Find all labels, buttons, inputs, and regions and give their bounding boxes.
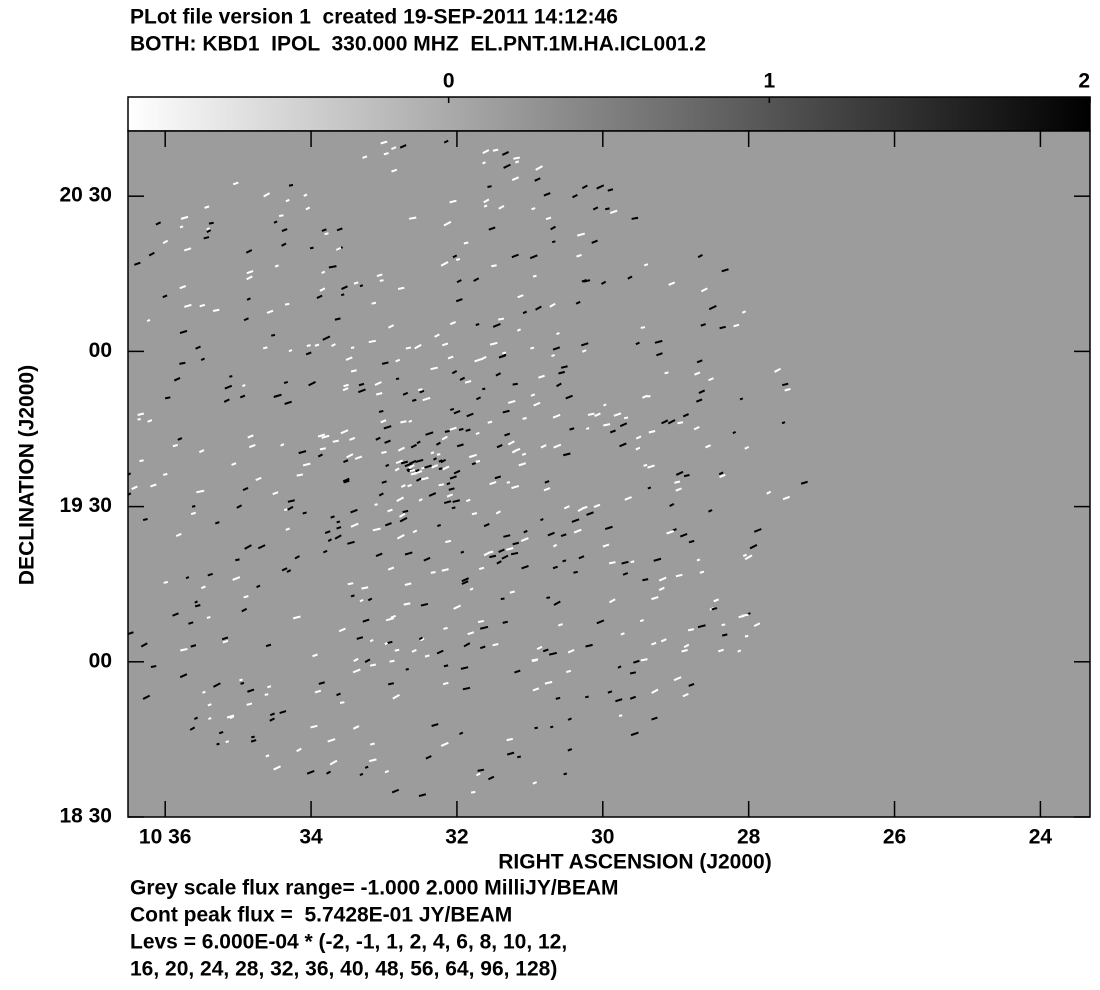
y-tick-label: 00: [89, 649, 112, 672]
x-tick-label: 32: [445, 826, 468, 849]
speckle: [46, 382, 50, 385]
chart: PLot file version 1 created 19-SEP-2011 …: [0, 0, 1100, 990]
speckle: [94, 528, 101, 533]
colorbar-tick-label: 2: [1078, 70, 1090, 93]
speckle: [61, 430, 67, 434]
x-tick-label: 24: [1029, 826, 1053, 849]
chart-title: PLot file version 1 created 19-SEP-2011 …: [130, 6, 618, 29]
y-tick-label: 20 30: [59, 184, 112, 207]
speckle: [67, 311, 75, 315]
y-tick-label: 00: [89, 339, 112, 362]
speckle: [52, 517, 56, 520]
colorbar: [128, 97, 1090, 131]
speckle: [93, 299, 100, 303]
speckle: [69, 313, 75, 318]
x-tick-label: 30: [591, 826, 614, 849]
note: Grey scale flux range= -1.000 2.000 Mill…: [130, 877, 619, 900]
speckle: [44, 397, 50, 401]
speckle: [78, 323, 84, 327]
speckle: [49, 519, 54, 523]
note: Cont peak flux = 5.7428E-01 JY/BEAM: [130, 904, 512, 927]
x-axis-label: RIGHT ASCENSION (J2000): [498, 851, 771, 874]
y-tick-label: 19 30: [59, 494, 112, 517]
speckle: [101, 575, 107, 579]
x-tick-label: 34: [299, 826, 323, 849]
speckle: [90, 560, 96, 564]
speckle: [54, 417, 58, 421]
note: Levs = 6.000E-04 * (-2, -1, 1, 2, 4, 6, …: [130, 931, 567, 954]
y-tick-label: 18 30: [59, 805, 112, 828]
speckle: [98, 308, 105, 313]
speckle: [62, 472, 69, 477]
colorbar-tick-label: 1: [763, 70, 775, 93]
speckle: [76, 579, 84, 584]
x-tick-label: 28: [737, 826, 761, 849]
speckle: [95, 487, 100, 491]
speckle: [80, 426, 86, 430]
x-tick-label: 10 36: [139, 826, 192, 849]
colorbar-tick-label: 0: [443, 70, 455, 93]
speckle: [114, 276, 118, 279]
chart-subtitle: BOTH: KBD1 IPOL 330.000 MHZ EL.PNT.1M.HA…: [130, 33, 706, 56]
speckle: [71, 420, 75, 423]
speckle: [45, 391, 50, 395]
speckle: [88, 399, 94, 403]
x-tick-label: 26: [883, 826, 906, 849]
speckle: [50, 334, 57, 338]
speckle: [85, 469, 91, 474]
speckle: [75, 551, 81, 555]
page: {"chart_data": {"type": "image", "title"…: [0, 0, 1100, 990]
note: 16, 20, 24, 28, 32, 36, 40, 48, 56, 64, …: [130, 958, 557, 981]
speckle: [113, 501, 119, 505]
speckle: [90, 411, 94, 414]
y-axis-label: DECLINATION (J2000): [16, 365, 39, 585]
